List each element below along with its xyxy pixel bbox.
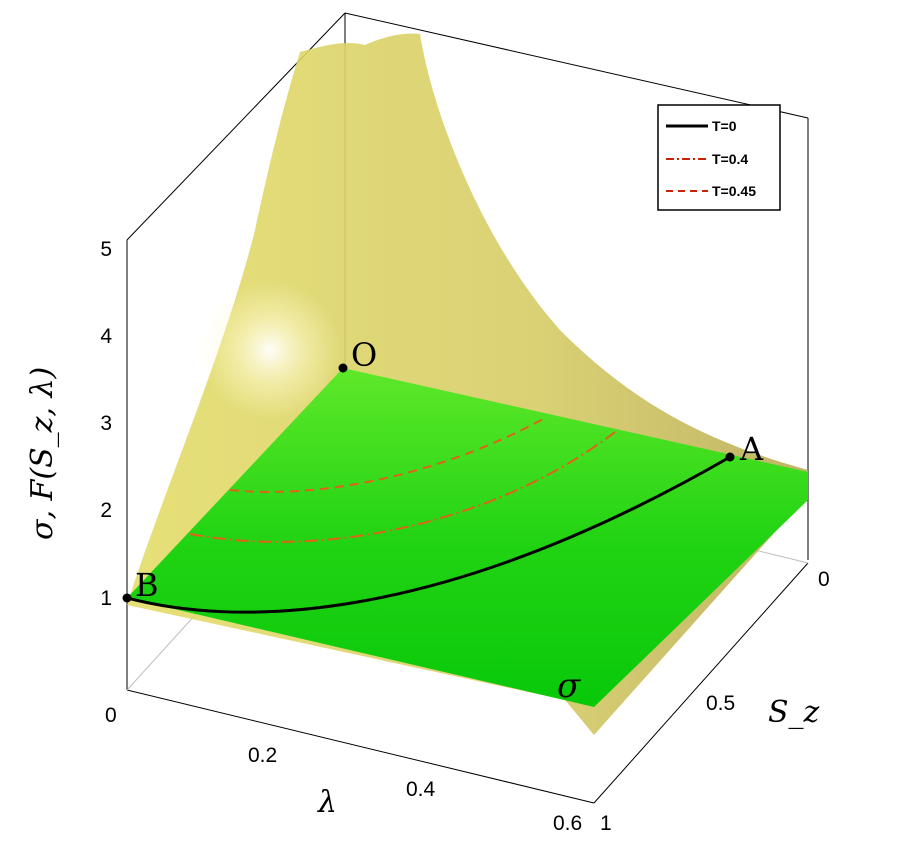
back-edge-top-right bbox=[344, 12, 809, 119]
plane-label: σ bbox=[557, 666, 581, 706]
x-axis-label: λ bbox=[317, 785, 337, 820]
point-b-label: B bbox=[135, 566, 159, 604]
legend: T=0 T=0.4 T=0.45 bbox=[657, 104, 781, 211]
legend-label-t045: T=0.45 bbox=[712, 183, 756, 199]
y-tick-0: 0 bbox=[818, 568, 830, 591]
x-ticks: 0 0.2 0.4 0.6 bbox=[105, 704, 582, 835]
legend-label-t0: T=0 bbox=[712, 118, 737, 134]
point-b-marker bbox=[122, 593, 132, 603]
sigma-plane bbox=[127, 368, 808, 707]
x-tick-0: 0 bbox=[105, 704, 117, 727]
sigma-plane-sheet bbox=[127, 368, 808, 707]
z-ticks: 1 2 3 4 5 bbox=[100, 238, 112, 610]
x-tick-04: 0.4 bbox=[406, 778, 436, 801]
point-o-marker bbox=[338, 363, 348, 373]
z-axis-label: σ, F(S_z, λ) bbox=[25, 367, 60, 540]
curves bbox=[126, 417, 731, 614]
z-tick-4: 4 bbox=[100, 325, 112, 348]
curve-t0 bbox=[126, 455, 731, 614]
point-b: B bbox=[122, 566, 159, 604]
z-tick-5: 5 bbox=[100, 238, 112, 261]
x-tick-02: 0.2 bbox=[248, 744, 277, 767]
x-tick-06: 0.6 bbox=[553, 812, 582, 835]
z-tick-2: 2 bbox=[100, 499, 112, 522]
floor-right-edge bbox=[593, 562, 809, 804]
z-tick-1: 1 bbox=[100, 587, 112, 610]
y-tick-1: 1 bbox=[600, 812, 612, 835]
point-a: A bbox=[725, 430, 764, 468]
f-surface-highlight bbox=[200, 280, 340, 420]
floor-front-edge bbox=[126, 689, 595, 804]
point-o: O bbox=[338, 336, 377, 374]
point-o-label: O bbox=[351, 336, 377, 374]
y-tick-05: 0.5 bbox=[706, 692, 735, 715]
legend-label-t04: T=0.4 bbox=[712, 151, 748, 167]
point-a-label: A bbox=[739, 430, 764, 468]
y-axis-label: S_z bbox=[768, 695, 820, 730]
legend-box bbox=[657, 104, 781, 211]
point-a-marker bbox=[725, 452, 735, 462]
y-ticks: 0 0.5 1 bbox=[600, 568, 830, 835]
z-tick-3: 3 bbox=[100, 412, 112, 435]
